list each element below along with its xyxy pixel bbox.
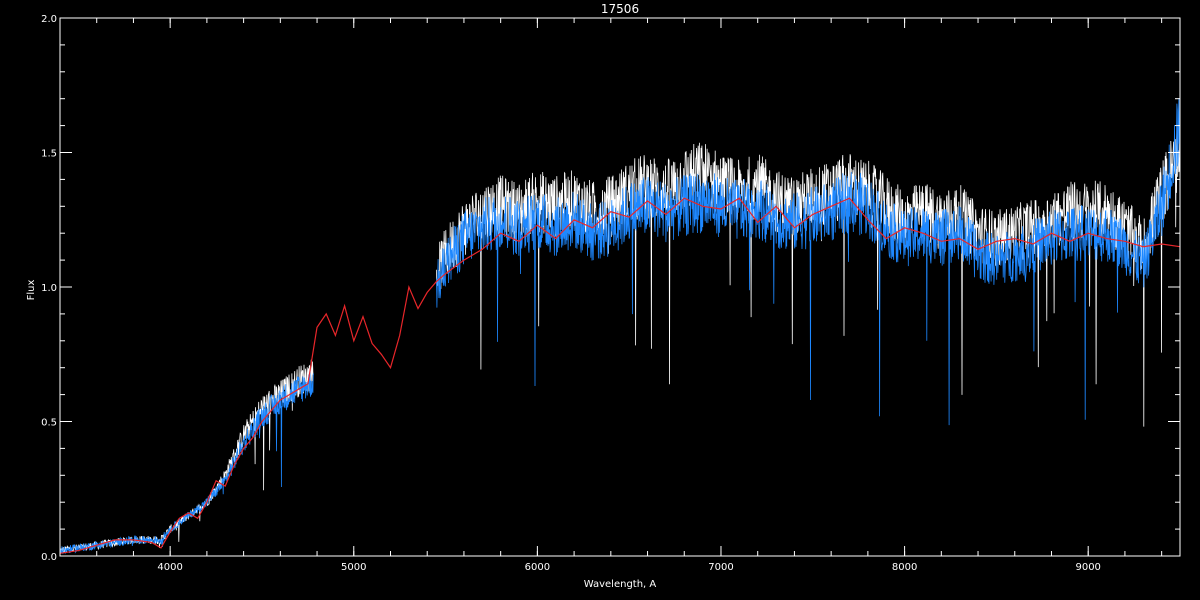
ticks-layer: 4000 5000 6000 7000 8000 9000 0.0 0.5 1.0 1.5 2.0 [41, 14, 1180, 573]
y-tick-label: 2.0 [41, 14, 57, 25]
y-tick-label: 1.5 [41, 149, 57, 160]
y-tick-label: 1.0 [41, 283, 57, 294]
x-tick-label: 6000 [525, 562, 550, 573]
x-tick-label: 9000 [1075, 562, 1100, 573]
x-axis-label: Wavelength, A [584, 579, 657, 590]
y-tick-label: 0.5 [41, 418, 57, 429]
x-tick-label: 5000 [341, 562, 366, 573]
chart-title: 17506 [601, 2, 639, 16]
series-layer [59, 98, 1181, 555]
series-line-2 [59, 197, 1181, 554]
x-tick-label: 7000 [708, 562, 733, 573]
x-tick-label: 4000 [157, 562, 182, 573]
y-axis-label: Flux [26, 280, 37, 301]
x-tick-label: 8000 [892, 562, 917, 573]
y-tick-label: 0.0 [41, 552, 57, 563]
